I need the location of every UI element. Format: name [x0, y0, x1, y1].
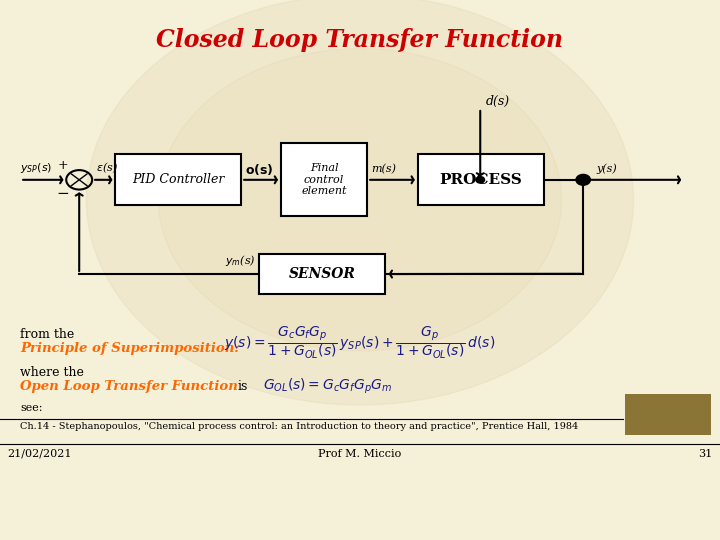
- Text: y(s): y(s): [596, 164, 617, 174]
- FancyBboxPatch shape: [115, 154, 241, 205]
- Text: $y(s) = \dfrac{G_c G_f G_p}{1+G_{OL}(s)}\, y_{SP}(s) + \dfrac{G_p}{1+G_{OL}(s)}\: $y(s) = \dfrac{G_c G_f G_p}{1+G_{OL}(s)}…: [225, 325, 495, 361]
- FancyBboxPatch shape: [259, 254, 385, 294]
- Text: −: −: [56, 187, 69, 201]
- Text: where the: where the: [20, 366, 84, 379]
- Text: see:: see:: [20, 403, 42, 413]
- Text: Open Loop Transfer Function: Open Loop Transfer Function: [20, 380, 238, 393]
- Text: Principle of Superimposition:: Principle of Superimposition:: [20, 342, 240, 355]
- Text: $y_m$(s): $y_m$(s): [225, 253, 256, 268]
- FancyBboxPatch shape: [418, 154, 544, 205]
- Circle shape: [476, 177, 485, 183]
- Text: $\mathbf{o(s)}$: $\mathbf{o(s)}$: [245, 161, 274, 177]
- Text: $G_{OL}(s) = G_c G_f G_p G_m$: $G_{OL}(s) = G_c G_f G_p G_m$: [263, 376, 392, 396]
- Text: Closed Loop Transfer Function: Closed Loop Transfer Function: [156, 29, 564, 52]
- Text: from the: from the: [20, 328, 74, 341]
- Circle shape: [86, 0, 634, 405]
- Text: $y_{SP}(s)$: $y_{SP}(s)$: [20, 161, 53, 175]
- Text: 31: 31: [698, 449, 713, 458]
- Text: $\varepsilon$(s): $\varepsilon$(s): [96, 161, 117, 175]
- Text: SENSOR: SENSOR: [289, 267, 356, 281]
- Text: 21/02/2021: 21/02/2021: [7, 449, 72, 458]
- FancyBboxPatch shape: [625, 394, 711, 435]
- FancyBboxPatch shape: [281, 143, 367, 216]
- Text: +: +: [58, 159, 68, 172]
- Text: Prof M. Miccio: Prof M. Miccio: [318, 449, 402, 458]
- Text: m(s): m(s): [371, 164, 396, 174]
- Circle shape: [576, 174, 590, 185]
- Text: PID Controller: PID Controller: [132, 173, 225, 186]
- Text: d(s): d(s): [486, 95, 510, 108]
- Circle shape: [158, 49, 562, 351]
- Text: Ch.14 - Stephanopoulos, "Chemical process control: an Introduction to theory and: Ch.14 - Stephanopoulos, "Chemical proces…: [20, 422, 578, 431]
- Text: PROCESS: PROCESS: [439, 173, 522, 186]
- Text: Final
control
element: Final control element: [301, 163, 347, 196]
- Text: is: is: [238, 380, 248, 393]
